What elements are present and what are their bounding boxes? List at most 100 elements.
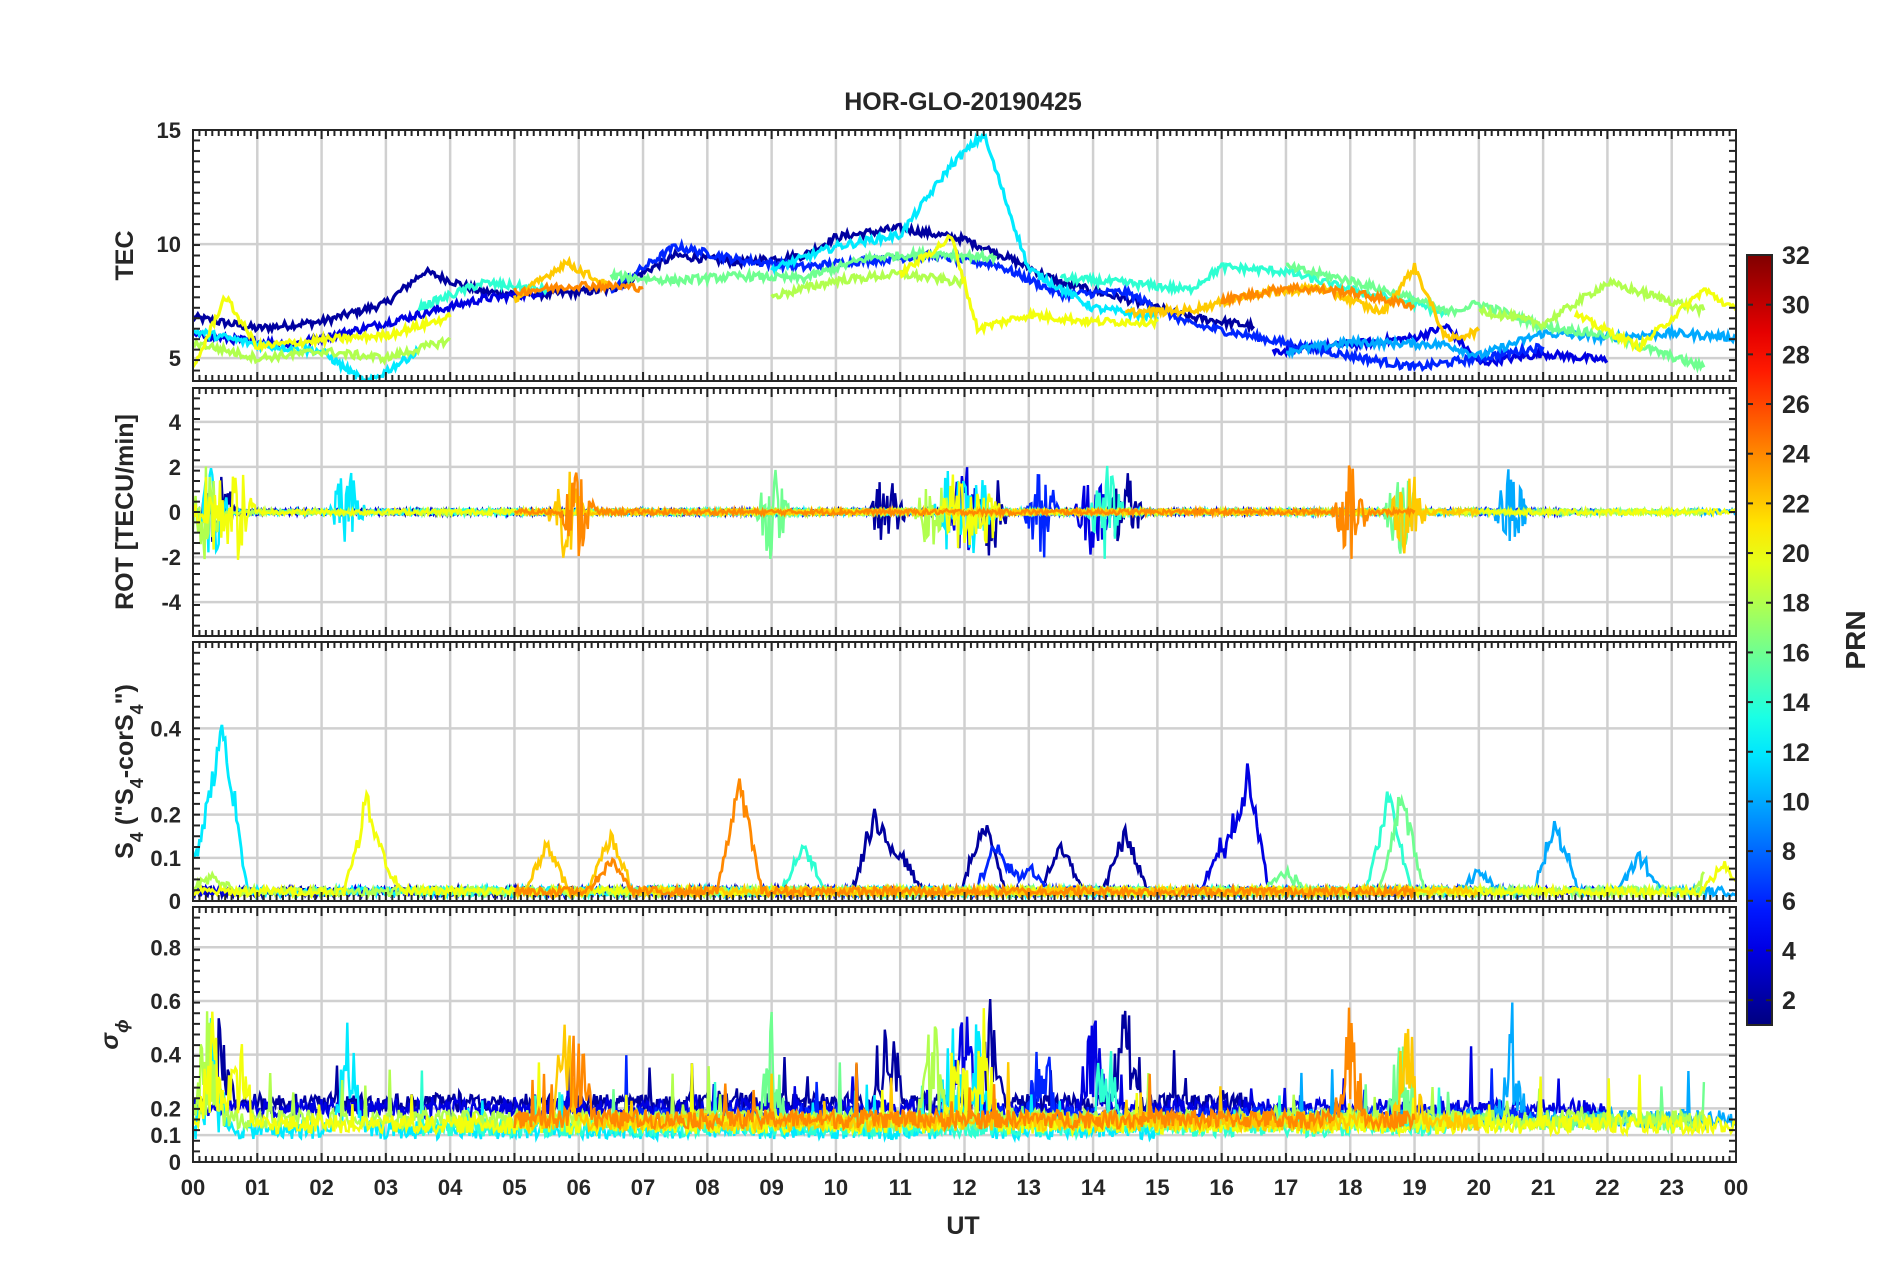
- x-tick-label: 00: [1724, 1175, 1748, 1200]
- colorbar-tick-label: 30: [1782, 292, 1810, 320]
- x-axis-label: UT: [946, 1212, 979, 1240]
- x-tick-label: 17: [1274, 1175, 1298, 1200]
- colorbar-tick-label: 6: [1782, 888, 1796, 916]
- colorbar-tick-label: 22: [1782, 490, 1810, 518]
- x-tick-label: 16: [1209, 1175, 1233, 1200]
- tec-trace-prn-22: [1124, 262, 1481, 343]
- y-tick-label-sigphi: 0.4: [150, 1043, 181, 1068]
- sigphi-trace-prn-24: [513, 1007, 1416, 1133]
- y-axis-label-sigphi: σϕ: [96, 1019, 132, 1049]
- tec-trace-prn-18: [1478, 276, 1706, 332]
- traces-s4: [193, 724, 1736, 901]
- rot-trace-prn-24: [513, 465, 1416, 559]
- x-tick-label: 02: [309, 1175, 333, 1200]
- y-tick-label-sigphi: 0.1: [150, 1123, 181, 1148]
- x-tick-label: 03: [374, 1175, 398, 1200]
- tec-trace-prn-14: [417, 275, 548, 312]
- panel-s4: 0 0.1 0.2 0.4S4 ("S4-corS4"): [111, 641, 1737, 914]
- tec-trace-prn-20: [898, 233, 1159, 336]
- tec-trace-prn-12: [770, 132, 1159, 327]
- x-tick-label: 21: [1531, 1175, 1555, 1200]
- s4-trace-prn-24: [513, 778, 1416, 901]
- y-tick-label-rot: 2: [169, 455, 181, 480]
- colorbar-tick-label: 32: [1782, 242, 1810, 270]
- y-tick-label-s4: 0.4: [150, 716, 181, 741]
- x-tick-label: 12: [952, 1175, 976, 1200]
- y-tick-label-tec: 5: [169, 346, 181, 371]
- x-tick-label: 11: [889, 1175, 912, 1200]
- y-tick-label-sigphi: 0.8: [150, 935, 181, 960]
- y-tick-label-tec: 10: [157, 232, 181, 257]
- tec-trace-prn-12: [193, 327, 420, 381]
- colorbar-tick-label: 14: [1782, 689, 1810, 717]
- x-tick-label: 09: [759, 1175, 783, 1200]
- tec-trace-prn-24: [513, 279, 644, 297]
- x-tick-label: 05: [502, 1175, 526, 1200]
- y-tick-label-tec: 15: [157, 118, 181, 143]
- x-tick-label: 23: [1659, 1175, 1683, 1200]
- x-tick-label: 06: [567, 1175, 591, 1200]
- tec-trace-prn-14: [1059, 261, 1449, 319]
- x-tick-label: 07: [631, 1175, 655, 1200]
- colorbar-frame: [1746, 254, 1773, 1026]
- tec-trace-prn-18: [193, 335, 451, 366]
- tec-trace-prn-16: [609, 244, 998, 289]
- x-tick-label: 22: [1595, 1175, 1619, 1200]
- traces-tec: [193, 132, 1736, 381]
- x-tick-label: 15: [1145, 1175, 1169, 1200]
- x-tick-label: 13: [1017, 1175, 1041, 1200]
- sigphi-trace-prn-20: [193, 1008, 1736, 1139]
- colorbar-tick-label: 24: [1782, 441, 1810, 469]
- y-tick-label-s4: 0.1: [150, 846, 181, 871]
- traces-rot: [193, 465, 1736, 560]
- y-tick-label-s4: 0.2: [150, 803, 181, 828]
- x-tick-label: 08: [695, 1175, 719, 1200]
- y-tick-label-rot: 0: [169, 500, 181, 525]
- y-tick-label-rot: -4: [161, 590, 181, 615]
- y-axis-label-s4: S4 ("S4-corS4"): [111, 684, 147, 859]
- colorbar-tick-label: 4: [1782, 937, 1796, 965]
- y-axis-label-rot: ROT [TECU/min]: [111, 414, 139, 610]
- x-tick-label: 01: [245, 1175, 269, 1200]
- tec-trace-prn-22: [512, 255, 613, 304]
- tec-trace-prn-20: [193, 294, 452, 368]
- x-tick-label: 10: [824, 1175, 848, 1200]
- traces-sigphi: [193, 999, 1736, 1144]
- y-tick-label-sigphi: 0.2: [150, 1096, 181, 1121]
- colorbar-tick-label: 10: [1782, 788, 1810, 816]
- x-tick-label: 19: [1402, 1175, 1426, 1200]
- colorbar-tick-label: 26: [1782, 391, 1810, 419]
- y-tick-label-sigphi: 0.6: [150, 989, 181, 1014]
- colorbar-tick-label: 16: [1782, 639, 1810, 667]
- y-tick-label-rot: 4: [169, 410, 182, 435]
- y-axis-label-tec: TEC: [111, 231, 139, 281]
- chart-title: HOR-GLO-20190425: [844, 88, 1082, 116]
- colorbar-tick-label: 2: [1782, 987, 1796, 1015]
- y-tick-label-rot: -2: [161, 545, 181, 570]
- colorbar-gradient: [1747, 255, 1772, 1025]
- x-tick-label: 18: [1338, 1175, 1362, 1200]
- x-tick-label: 04: [438, 1175, 463, 1200]
- panel-sigphi: 00.10.2 0.4 0.6 0.8 σϕ: [96, 906, 1737, 1175]
- tec-trace-prn-18: [770, 267, 966, 301]
- colorbar-label: PRN: [1840, 610, 1871, 669]
- tec-trace-prn-20: [1573, 287, 1736, 353]
- colorbar-tick-label: 18: [1782, 590, 1810, 618]
- tec-trace-prn-10: [1285, 323, 1736, 360]
- x-tick-label: 14: [1081, 1175, 1106, 1200]
- panel-rot: -4 -2 0 2 4 ROT [TECU/min]: [111, 387, 1737, 637]
- colorbar-tick-label: 12: [1782, 739, 1810, 767]
- tec-trace-prn-24: [1220, 281, 1416, 312]
- colorbar-tick-label: 8: [1782, 838, 1796, 866]
- y-tick-label-s4: 0: [169, 889, 181, 914]
- y-tick-label-sigphi: 0: [169, 1150, 181, 1175]
- x-tick-labels: 00 01 02 03 04 05 06 07 08 09 10 11 12 13 14 15 16 17 18 19…: [181, 1175, 1748, 1200]
- x-tick-label: 20: [1467, 1175, 1491, 1200]
- x-tick-label: 00: [181, 1175, 205, 1200]
- colorbar-tick-label: 28: [1782, 341, 1810, 369]
- colorbar-tick-label: 20: [1782, 540, 1810, 568]
- panel-tec: 5 10 15 TEC: [111, 118, 1737, 382]
